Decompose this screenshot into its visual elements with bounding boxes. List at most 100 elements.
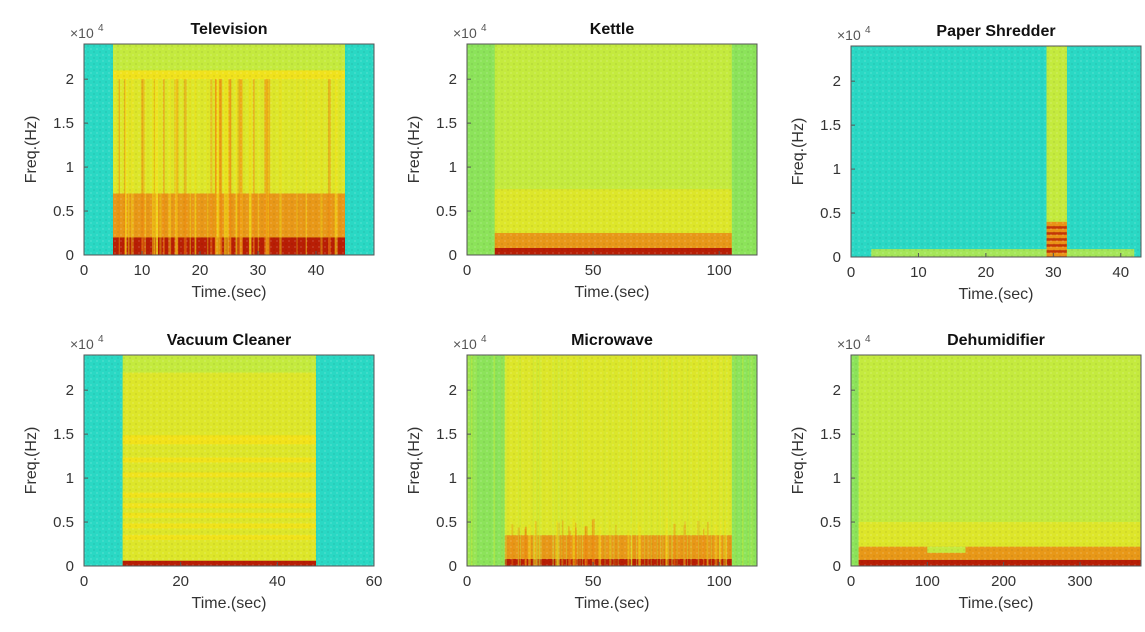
axis-exponent-label: ×10: [837, 336, 861, 352]
axis-exponent-power: 4: [98, 23, 104, 34]
x-tick-label: 50: [585, 573, 602, 590]
y-axis-label: Freq.(Hz): [790, 427, 807, 495]
y-tick-label: 0: [66, 558, 74, 575]
panel-title: Microwave: [571, 332, 653, 349]
spectrogram-panel-5: 0 50 100 0 0.5 1 1.5 2 ×10 4 Microwave Time.(sec) Fr…: [406, 332, 758, 612]
plot-area: [467, 44, 757, 255]
panel-title: Kettle: [590, 21, 635, 38]
axes-frame: [83, 43, 375, 256]
axes-frame: [466, 43, 758, 256]
texture: [467, 355, 757, 566]
y-tick-label: 2: [66, 71, 74, 88]
axis-exponent-label: ×10: [453, 336, 477, 352]
x-tick-label: 0: [80, 573, 88, 590]
y-tick-label: 0: [66, 247, 74, 264]
axis-exponent-power: 4: [865, 25, 871, 36]
y-tick-label: 0: [833, 249, 841, 266]
x-axis-label: Time.(sec): [192, 284, 267, 301]
axis-exponent-label: ×10: [453, 25, 477, 41]
y-tick-label: 1: [66, 159, 74, 176]
x-tick-label: 20: [192, 262, 209, 279]
spectrogram-panel-6: 0 100 200 300 0 0.5 1 1.5 2 ×10 4 Dehumidifier Time.…: [790, 332, 1142, 612]
x-tick-label: 30: [250, 262, 267, 279]
y-axis-label: Freq.(Hz): [23, 427, 40, 495]
spectrogram-panel-4: 0 20 40 60 0 0.5 1 1.5 2 ×10 4 Vacuum Cleaner Time.(…: [23, 332, 382, 612]
axis-exponent-label: ×10: [70, 336, 94, 352]
x-tick-label: 50: [585, 262, 602, 279]
y-tick-label: 1.5: [53, 115, 74, 132]
x-axis-label: Time.(sec): [192, 595, 267, 612]
x-tick-label: 10: [134, 262, 151, 279]
panel-title: Television: [190, 21, 267, 38]
axes-frame: [466, 354, 758, 567]
spectrogram-panel-2: 0 50 100 0 0.5 1 1.5 2 ×10 4 Kettle Time.(sec) Freq.…: [406, 21, 758, 301]
axes-frame: [83, 354, 375, 567]
y-tick-label: 2: [449, 71, 457, 88]
spectrogram-panel-1: 0 10 20 30 40 0 0.5 1 1.5 2 ×10 4 Television Time.(se…: [23, 21, 375, 301]
y-axis-label: Freq.(Hz): [790, 118, 807, 186]
x-tick-label: 100: [915, 573, 940, 590]
axis-exponent-power: 4: [865, 334, 871, 345]
y-tick-label: 2: [449, 382, 457, 399]
x-tick-label: 0: [847, 264, 855, 281]
y-tick-label: 1.5: [436, 115, 457, 132]
texture: [84, 44, 374, 255]
y-tick-label: 1.5: [436, 426, 457, 443]
y-tick-label: 1: [449, 159, 457, 176]
plot-area: [467, 355, 757, 566]
texture: [84, 355, 374, 566]
plot-area: [851, 355, 1141, 566]
plot-area: [851, 46, 1141, 257]
x-tick-label: 60: [366, 573, 383, 590]
axes-frame: [850, 45, 1142, 258]
axis-exponent-power: 4: [481, 23, 487, 34]
x-tick-label: 40: [1112, 264, 1129, 281]
x-axis-label: Time.(sec): [959, 595, 1034, 612]
x-tick-label: 10: [910, 264, 927, 281]
y-axis-label: Freq.(Hz): [23, 116, 40, 184]
axis-exponent-label: ×10: [70, 25, 94, 41]
y-axis-label: Freq.(Hz): [406, 116, 423, 184]
x-tick-label: 100: [707, 262, 732, 279]
x-tick-label: 0: [463, 262, 471, 279]
x-tick-label: 40: [308, 262, 325, 279]
axes-frame: [850, 354, 1142, 567]
x-tick-label: 100: [707, 573, 732, 590]
y-tick-label: 1: [833, 470, 841, 487]
y-tick-label: 1.5: [53, 426, 74, 443]
y-tick-label: 1: [66, 470, 74, 487]
y-tick-label: 0: [449, 558, 457, 575]
x-tick-label: 200: [991, 573, 1016, 590]
y-tick-label: 0: [833, 558, 841, 575]
x-tick-label: 40: [269, 573, 286, 590]
y-axis-label: Freq.(Hz): [406, 427, 423, 495]
y-tick-label: 0.5: [820, 514, 841, 531]
y-tick-label: 1.5: [820, 117, 841, 134]
x-tick-label: 300: [1067, 573, 1092, 590]
y-tick-label: 1: [833, 161, 841, 178]
texture: [851, 46, 1141, 257]
x-axis-label: Time.(sec): [575, 284, 650, 301]
y-tick-label: 0: [449, 247, 457, 264]
x-tick-label: 30: [1045, 264, 1062, 281]
y-tick-label: 0.5: [53, 514, 74, 531]
spectrogram-panel-3: 0 10 20 30 40 0 0.5 1 1.5 2 ×10 4 Paper Shredder Time…: [790, 23, 1142, 303]
plot-area: [84, 355, 374, 566]
y-tick-label: 0.5: [436, 514, 457, 531]
texture: [851, 355, 1141, 566]
x-tick-label: 0: [80, 262, 88, 279]
y-tick-label: 1.5: [820, 426, 841, 443]
x-tick-label: 0: [463, 573, 471, 590]
axis-exponent-label: ×10: [837, 27, 861, 43]
y-tick-label: 0.5: [820, 205, 841, 222]
x-tick-label: 0: [847, 573, 855, 590]
axis-exponent-power: 4: [481, 334, 487, 345]
x-tick-label: 20: [978, 264, 995, 281]
panel-title: Dehumidifier: [947, 332, 1045, 349]
y-tick-label: 1: [449, 470, 457, 487]
y-tick-label: 2: [66, 382, 74, 399]
texture: [467, 44, 757, 255]
panel-title: Vacuum Cleaner: [167, 332, 292, 349]
y-tick-label: 0.5: [53, 203, 74, 220]
